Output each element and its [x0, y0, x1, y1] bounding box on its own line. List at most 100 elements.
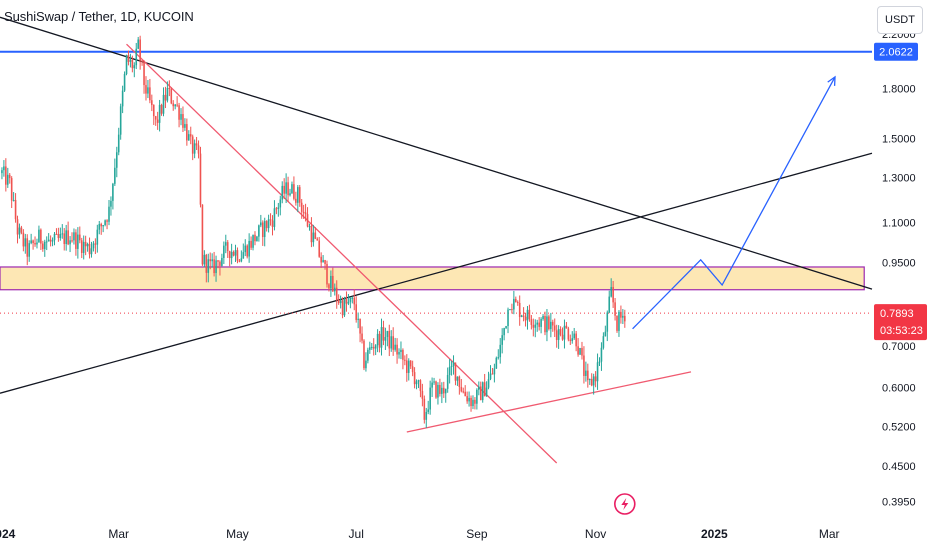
candle	[176, 96, 178, 108]
candle-body	[24, 238, 27, 247]
candle-body	[423, 398, 426, 420]
candle-body	[548, 316, 550, 330]
candle	[281, 181, 284, 204]
current-price-label: 0.7893	[880, 308, 914, 320]
candle-body	[577, 346, 579, 355]
candle-body	[501, 335, 503, 345]
candle-body	[154, 116, 157, 120]
candle	[59, 227, 62, 241]
candle	[388, 324, 391, 357]
candle-body	[168, 88, 171, 90]
candle	[431, 377, 433, 397]
candle	[115, 146, 118, 178]
currency-button[interactable]: USDT	[877, 6, 923, 34]
candle-body	[419, 380, 422, 392]
trendline-ascending-black[interactable]	[0, 152, 873, 394]
candle-body	[359, 318, 361, 334]
candle-body	[544, 315, 546, 333]
candle-body	[63, 233, 66, 245]
candle	[108, 200, 110, 226]
candle	[135, 42, 138, 70]
x-tick-label: Mar	[108, 527, 129, 541]
trendline-ascending-red[interactable]	[406, 371, 692, 433]
candle-body	[180, 114, 182, 120]
candle-body	[230, 251, 233, 259]
candle	[20, 225, 23, 235]
candle	[88, 237, 91, 259]
candle	[536, 319, 539, 332]
y-tick-label: 1.8000	[882, 84, 916, 96]
candle	[291, 181, 293, 194]
candle	[224, 234, 227, 254]
candle	[154, 115, 157, 126]
trendline-layer	[0, 16, 873, 464]
candle-body	[211, 259, 213, 262]
candle	[273, 200, 276, 231]
candle-body	[22, 232, 25, 247]
candle-body	[40, 229, 42, 244]
candle-body	[28, 243, 30, 257]
trendline-descending-red[interactable]	[126, 43, 558, 464]
projection-path[interactable]	[632, 76, 836, 330]
candle	[254, 231, 256, 246]
candle-body	[442, 387, 445, 394]
candle-body	[376, 333, 379, 346]
candle-body	[254, 234, 256, 242]
candle	[596, 353, 599, 390]
candle	[242, 243, 245, 259]
candle-body	[444, 388, 447, 394]
candle-body	[297, 187, 299, 203]
candle	[590, 373, 593, 387]
candle-body	[333, 287, 336, 292]
candle	[314, 227, 317, 240]
candle-body	[538, 322, 540, 327]
candle-body	[226, 242, 229, 251]
candle-body	[129, 59, 132, 62]
candle-body	[217, 260, 219, 262]
candle-body	[49, 239, 52, 242]
candle	[104, 219, 106, 227]
candle-body	[559, 329, 562, 335]
candle	[283, 178, 285, 200]
candle	[571, 331, 574, 344]
candle-body	[429, 387, 431, 410]
candle-body	[102, 225, 104, 227]
candle-body	[565, 325, 568, 329]
candle	[326, 260, 328, 288]
candle-body	[363, 340, 365, 369]
support-zone[interactable]	[0, 266, 865, 291]
candle	[481, 381, 484, 403]
candle-body	[382, 327, 385, 341]
candles-layer	[1, 35, 626, 428]
candle-body	[269, 219, 272, 221]
candle-body	[332, 275, 334, 292]
candle	[333, 283, 336, 296]
candle	[417, 379, 420, 389]
candle-body	[20, 227, 23, 233]
candle-body	[295, 198, 297, 203]
candle-body	[16, 219, 19, 235]
candle-body	[322, 260, 324, 263]
candle-body	[256, 236, 258, 242]
candle	[269, 213, 272, 226]
candle	[544, 311, 546, 336]
candle-body	[425, 411, 428, 420]
candle	[28, 240, 30, 262]
candle-body	[80, 240, 83, 253]
candle-body	[553, 325, 556, 331]
candle-body	[304, 212, 307, 215]
candle	[532, 318, 535, 337]
lightning-icon[interactable]	[614, 493, 636, 515]
candle-body	[546, 316, 548, 333]
candle-body	[108, 206, 110, 222]
candle-body	[94, 243, 97, 245]
candle	[390, 330, 393, 352]
candle-body	[106, 220, 108, 222]
candle	[557, 325, 560, 349]
candle-body	[328, 284, 330, 289]
candle-body	[59, 234, 62, 239]
candle	[546, 309, 548, 342]
candle	[145, 76, 147, 101]
